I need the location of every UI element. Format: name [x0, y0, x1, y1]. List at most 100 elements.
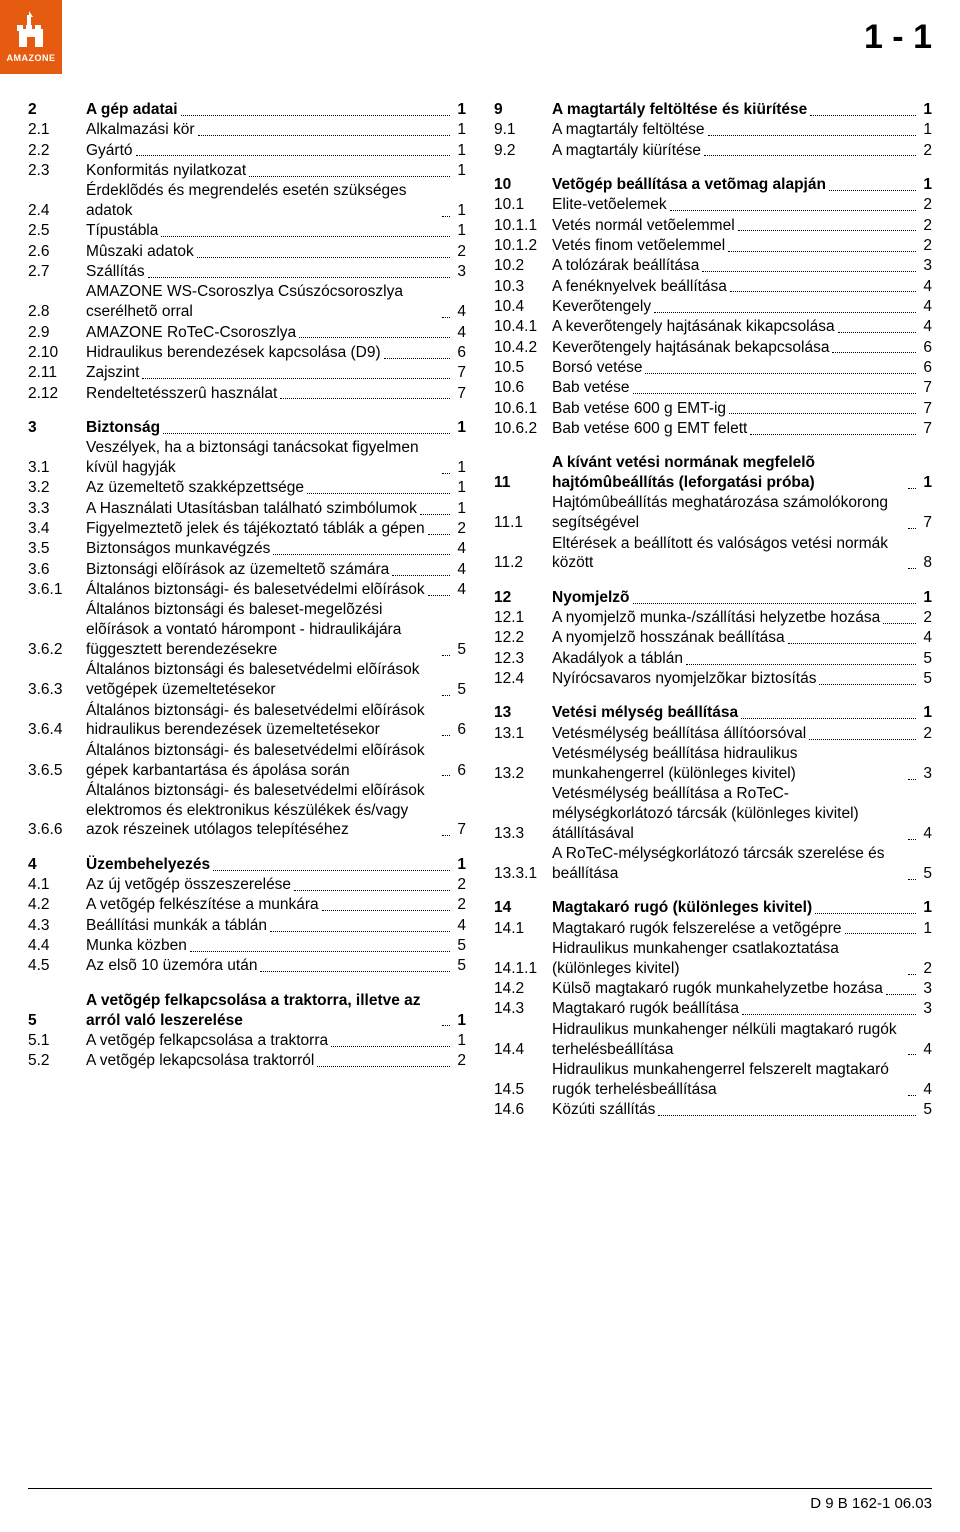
toc-entry: 3.6.3Általános biztonsági és balesetvéde…: [28, 660, 466, 700]
toc-entry: 14.1Magtakaró rugók felszerelése a vetõg…: [494, 919, 932, 939]
toc-title: Hidraulikus berendezések kapcsolása (D9): [86, 343, 381, 363]
toc-entry: 2A gép adatai1: [28, 100, 466, 120]
toc-leader-dots: [908, 528, 916, 529]
toc-entry: 3.6.4Általános biztonsági- és balesetvéd…: [28, 701, 466, 741]
toc-leader-dots: [442, 317, 450, 318]
toc-title: Keverõtengely: [552, 297, 651, 317]
toc-number: 10.3: [494, 277, 552, 297]
toc-title: A magtartály feltöltése: [552, 120, 705, 140]
toc-title: Általános biztonsági- és balesetvédelmi …: [86, 701, 439, 741]
toc-entry: 10.1.1Vetés normál vetõelemmel2: [494, 216, 932, 236]
toc-leader-dots: [809, 739, 916, 740]
toc-number: 11: [494, 473, 552, 493]
toc-number: 14.6: [494, 1100, 552, 1120]
toc-leader-dots: [729, 413, 916, 414]
toc-number: 14.4: [494, 1040, 552, 1060]
toc-title: Az üzemeltetõ szakképzettsége: [86, 478, 304, 498]
toc-leader-dots: [883, 623, 916, 624]
toc-entry: 14Magtakaró rugó (különleges kivitel)1: [494, 898, 932, 918]
toc-entry: 2.6Mûszaki adatok2: [28, 242, 466, 262]
toc-leader-dots: [838, 332, 917, 333]
toc-entry: 10.4Keverõtengely4: [494, 297, 932, 317]
toc-leader-dots: [708, 135, 917, 136]
toc-entry: 9.1A magtartály feltöltése1: [494, 120, 932, 140]
toc-number: 9: [494, 100, 552, 120]
toc-leader-dots: [832, 352, 916, 353]
toc-page: 1: [919, 919, 932, 939]
toc-page: 6: [919, 358, 932, 378]
toc-number: 5: [28, 1011, 86, 1031]
toc-title: Bab vetése: [552, 378, 630, 398]
toc-number: 9.1: [494, 120, 552, 140]
toc-entry: 12.2A nyomjelzõ hosszának beállítása4: [494, 628, 932, 648]
toc-title: Beállítási munkák a táblán: [86, 916, 267, 936]
toc-entry: 2.1Alkalmazási kör1: [28, 120, 466, 140]
toc-title: A magtartály kiürítése: [552, 141, 701, 161]
toc-entry: 10.2A tolózárak beállítása3: [494, 256, 932, 276]
toc-number: 10.5: [494, 358, 552, 378]
toc-leader-dots: [420, 514, 451, 515]
toc-number: 10.4: [494, 297, 552, 317]
toc-title: Veszélyek, ha a biztonsági tanácsokat fi…: [86, 438, 439, 478]
toc-title: Hidraulikus munkahenger csatlakoztatása …: [552, 939, 905, 979]
toc-number: 10.6: [494, 378, 552, 398]
toc-leader-dots: [810, 115, 916, 116]
toc-page: 5: [453, 640, 466, 660]
toc-page: 1: [453, 499, 466, 519]
toc-number: 12.1: [494, 608, 552, 628]
toc-leader-dots: [322, 910, 451, 911]
toc-title: Rendeltetésszerû használat: [86, 384, 277, 404]
toc-page: 4: [453, 323, 466, 343]
toc-page: 1: [453, 458, 466, 478]
toc-leader-dots: [163, 433, 450, 434]
toc-title: Hidraulikus munkahenger nélküli magtakar…: [552, 1020, 905, 1060]
toc-leader-dots: [908, 839, 916, 840]
toc-number: 2.7: [28, 262, 86, 282]
toc-number: 10.1.2: [494, 236, 552, 256]
toc-right-column: 9A magtartály feltöltése és kiürítése19.…: [494, 100, 932, 1120]
toc-entry: 10.6Bab vetése7: [494, 378, 932, 398]
toc-entry: 10.5Borsó vetése6: [494, 358, 932, 378]
toc-number: 4.2: [28, 895, 86, 915]
toc-number: 2.4: [28, 201, 86, 221]
toc-page: 7: [453, 363, 466, 383]
toc-title: Érdeklõdés és megrendelés esetén szükség…: [86, 181, 439, 221]
toc-number: 10.6.1: [494, 399, 552, 419]
toc-number: 2.1: [28, 120, 86, 140]
toc-leader-dots: [428, 534, 451, 535]
toc-leader-dots: [908, 879, 916, 880]
toc-leader-dots: [704, 155, 916, 156]
toc-entry: 12Nyomjelzõ1: [494, 588, 932, 608]
toc-leader-dots: [198, 135, 451, 136]
toc-content: 2A gép adatai12.1Alkalmazási kör12.2Gyár…: [28, 100, 932, 1120]
toc-entry: 10.6.1Bab vetése 600 g EMT-ig7: [494, 399, 932, 419]
toc-title: Mûszaki adatok: [86, 242, 194, 262]
toc-entry: 13Vetési mélység beállítása1: [494, 703, 932, 723]
toc-entry: 14.5Hidraulikus munkahengerrel felszerel…: [494, 1060, 932, 1100]
toc-page: 4: [919, 277, 932, 297]
toc-page: 2: [453, 242, 466, 262]
toc-number: 3.6.1: [28, 580, 86, 600]
toc-number: 10.1: [494, 195, 552, 215]
toc-page: 1: [453, 1011, 466, 1031]
toc-leader-dots: [270, 931, 450, 932]
toc-number: 14.1: [494, 919, 552, 939]
toc-leader-dots: [738, 230, 917, 231]
toc-title: Alkalmazási kör: [86, 120, 195, 140]
toc-leader-dots: [908, 974, 916, 975]
toc-number: 2: [28, 100, 86, 120]
toc-leader-dots: [633, 603, 917, 604]
toc-number: 4.5: [28, 956, 86, 976]
toc-number: 12.4: [494, 669, 552, 689]
toc-title: A gép adatai: [86, 100, 178, 120]
toc-title: Külsõ magtakaró rugók munkahelyzetbe hoz…: [552, 979, 883, 999]
brand-name: AMAZONE: [7, 53, 56, 63]
toc-title: A kívánt vetési normának megfelelõ hajtó…: [552, 453, 905, 493]
toc-page: 3: [919, 979, 932, 999]
toc-leader-dots: [728, 251, 916, 252]
toc-entry: 2.11Zajszint7: [28, 363, 466, 383]
toc-entry: 10Vetõgép beállítása a vetõmag alapján1: [494, 175, 932, 195]
toc-entry: 14.3Magtakaró rugók beállítása3: [494, 999, 932, 1019]
toc-leader-dots: [670, 210, 917, 211]
toc-leader-dots: [442, 473, 450, 474]
